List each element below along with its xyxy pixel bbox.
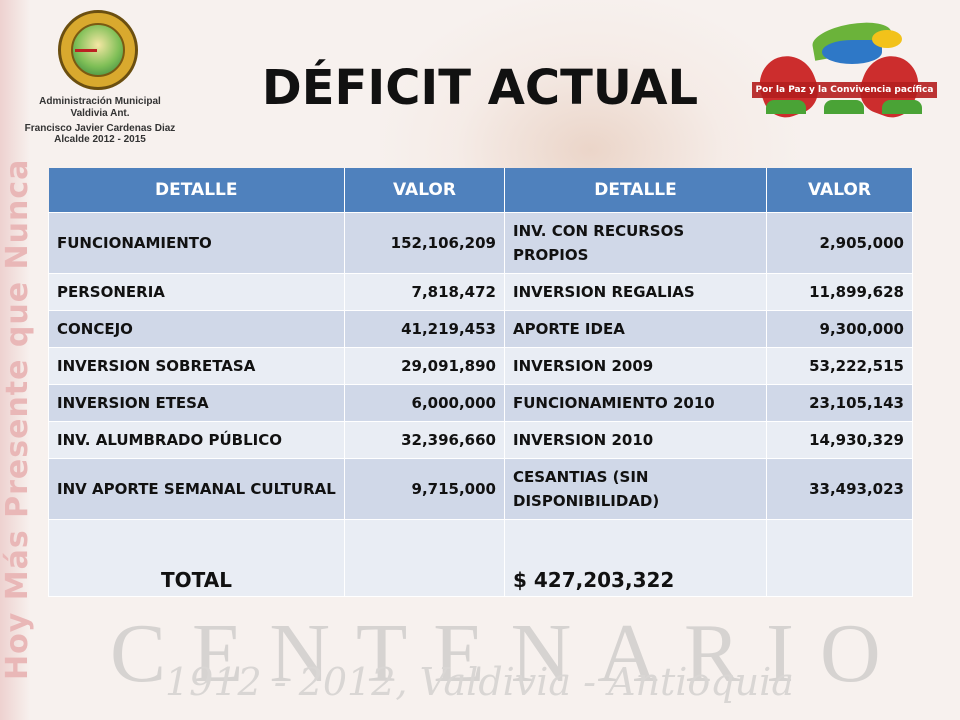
grass-icon: [824, 100, 864, 114]
value-cell: 33,493,023: [766, 458, 913, 520]
table-row: INV. ALUMBRADO PÚBLICO 32,396,660 INVERS…: [48, 421, 913, 459]
municipal-logo: Administración Municipal Valdivia Ant. F…: [20, 6, 180, 146]
municipal-seal-icon: [58, 10, 138, 90]
peace-logo-ribbon: Por la Paz y la Convivencia pacífica: [752, 82, 937, 98]
value-cell: 32,396,660: [344, 421, 505, 459]
left-color-band: [0, 0, 30, 720]
detail-cell: INVERSION ETESA: [48, 384, 345, 422]
detail-cell: INV. ALUMBRADO PÚBLICO: [48, 421, 345, 459]
logo-line-1: Administración Municipal: [39, 96, 161, 107]
table-row: CONCEJO 41,219,453 APORTE IDEA 9,300,000: [48, 310, 913, 348]
detail-cell: PERSONERIA: [48, 273, 345, 311]
value-cell: 2,905,000: [766, 212, 913, 274]
deficit-table: DETALLE VALOR DETALLE VALOR FUNCIONAMIEN…: [48, 168, 913, 597]
detail-cell: FUNCIONAMIENTO 2010: [504, 384, 767, 422]
detail-cell: INVERSION SOBRETASA: [48, 347, 345, 385]
empty-cell: [344, 519, 505, 597]
column-header-detalle: DETALLE: [504, 168, 767, 213]
table-row: INVERSION ETESA 6,000,000 FUNCIONAMIENTO…: [48, 384, 913, 422]
total-row: TOTAL $ 427,203,322: [48, 519, 913, 597]
detail-cell: FUNCIONAMIENTO: [48, 212, 345, 274]
centenario-dates-watermark: 1912 - 2012, Valdivia - Antioquia: [165, 660, 794, 704]
detail-cell: CONCEJO: [48, 310, 345, 348]
centenario-watermark: CENTENARIO: [110, 607, 907, 700]
table-row: FUNCIONAMIENTO 152,106,209 INV. CON RECU…: [48, 212, 913, 274]
side-slogan-watermark: Hoy Más Presente que Nunca: [0, 158, 35, 680]
detail-cell: APORTE IDEA: [504, 310, 767, 348]
value-cell: 14,930,329: [766, 421, 913, 459]
total-value: $ 427,203,322: [504, 519, 767, 597]
value-cell: 23,105,143: [766, 384, 913, 422]
detail-cell: CESANTIAS (SIN DISPONIBILIDAD): [504, 458, 767, 520]
table-row: PERSONERIA 7,818,472 INVERSION REGALIAS …: [48, 273, 913, 311]
table-header-row: DETALLE VALOR DETALLE VALOR: [48, 168, 913, 213]
column-header-detalle: DETALLE: [48, 168, 345, 213]
detail-cell: INV APORTE SEMANAL CULTURAL: [48, 458, 345, 520]
grass-icon: [882, 100, 922, 114]
column-header-valor: VALOR: [766, 168, 913, 213]
page-title: DÉFICIT ACTUAL: [261, 60, 699, 116]
peace-logo: Por la Paz y la Convivencia pacífica: [751, 17, 937, 124]
logo-line-2: Valdivia Ant.: [70, 108, 130, 119]
blue-leaf-icon: [822, 40, 882, 64]
detail-cell: INVERSION 2009: [504, 347, 767, 385]
empty-cell: [766, 519, 913, 597]
grass-icon: [766, 100, 806, 114]
value-cell: 9,300,000: [766, 310, 913, 348]
yellow-leaf-icon: [872, 30, 902, 48]
value-cell: 53,222,515: [766, 347, 913, 385]
value-cell: 6,000,000: [344, 384, 505, 422]
logo-line-4: Alcalde 2012 - 2015: [54, 134, 146, 145]
value-cell: 152,106,209: [344, 212, 505, 274]
value-cell: 29,091,890: [344, 347, 505, 385]
value-cell: 7,818,472: [344, 273, 505, 311]
detail-cell: INVERSION REGALIAS: [504, 273, 767, 311]
total-label: TOTAL: [48, 519, 345, 597]
table-row: INVERSION SOBRETASA 29,091,890 INVERSION…: [48, 347, 913, 385]
value-cell: 11,899,628: [766, 273, 913, 311]
table-row: INV APORTE SEMANAL CULTURAL 9,715,000 CE…: [48, 458, 913, 520]
logo-line-3: Francisco Javier Cardenas Diaz: [24, 123, 176, 134]
value-cell: 41,219,453: [344, 310, 505, 348]
detail-cell: INV. CON RECURSOS PROPIOS: [504, 212, 767, 274]
detail-cell: INVERSION 2010: [504, 421, 767, 459]
column-header-valor: VALOR: [344, 168, 505, 213]
value-cell: 9,715,000: [344, 458, 505, 520]
